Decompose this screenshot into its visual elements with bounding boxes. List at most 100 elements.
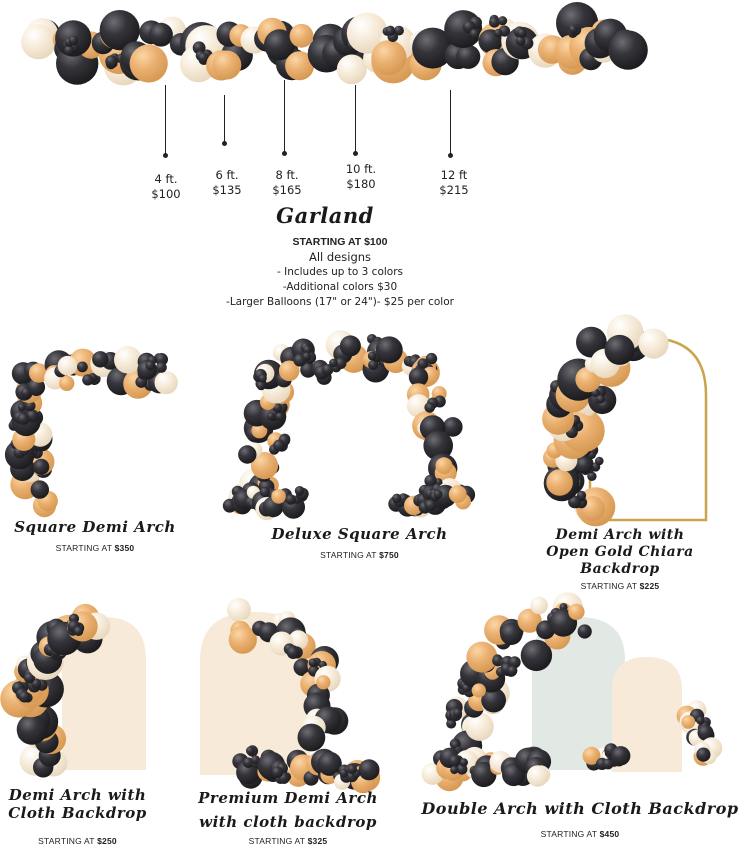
balloon [273,439,285,452]
garland-starting-price: STARTING AT $100 [292,236,388,248]
balloon [17,413,30,425]
balloon [114,346,142,374]
balloon [339,768,349,778]
balloon [469,28,480,39]
balloon [394,25,404,36]
balloon [696,747,711,762]
price-text: $165 [272,183,302,197]
garland-size-8ft: 8 ft. $165 [257,168,317,198]
balloon [425,403,435,413]
balloon [228,625,257,654]
balloon [335,357,347,369]
balloon [530,596,548,615]
deluxe-square-arch-balloons [228,330,469,513]
balloon [303,345,312,354]
balloon [425,352,438,365]
balloon [339,335,361,357]
balloon [681,715,696,729]
product-demi-arch-gold-chiara-name-line-1: Demi Arch with [555,527,685,543]
double-arch-right-cluster [676,700,723,766]
balloon [582,746,601,765]
balloon [30,480,49,499]
balloon [465,712,494,741]
balloon [17,403,26,412]
balloon [316,675,331,690]
balloon [198,52,209,63]
balloon [423,430,454,461]
balloon [367,351,377,361]
balloon [145,360,155,371]
balloon [156,362,167,373]
balloon [596,394,605,404]
size-text: 8 ft. [275,168,299,182]
garland-info-line-1: All designs [308,250,372,264]
balloon [21,24,57,60]
product-demi-arch-cloth-name-line-1: Demi Arch with [8,786,147,804]
balloon [576,326,607,358]
balloon [264,29,295,61]
leader-line-6ft [224,95,225,143]
balloon [250,452,279,480]
balloon [336,54,367,85]
balloon [82,374,94,386]
balloon [212,50,242,80]
balloon [448,485,467,503]
starting-label: STARTING AT [248,836,306,846]
product-demi-arch-gold-chiara-name-line-3: Backdrop [580,561,660,577]
balloon [526,765,549,787]
balloon [227,597,251,622]
balloon [408,367,429,387]
balloon [358,759,380,781]
balloon [68,35,79,46]
balloon [371,40,407,76]
garland-size-6ft: 6 ft. $135 [197,168,257,198]
garland-balloons [21,2,648,86]
balloon [64,45,75,56]
balloon [517,28,527,38]
leader-line-4ft [165,85,166,155]
balloon [129,44,168,83]
balloon [256,381,266,391]
balloon [246,746,255,755]
balloon [149,22,173,47]
balloon [271,489,286,504]
price-text: $180 [346,177,376,191]
price-value: $325 [307,836,328,846]
balloon [346,12,388,54]
balloon [508,656,521,669]
balloon [302,352,312,361]
balloon [498,16,508,26]
balloon [638,328,669,359]
balloon [368,359,379,371]
leader-line-10ft [355,85,356,153]
balloon [293,658,312,676]
balloon [29,363,49,383]
balloon [697,724,714,741]
double-arch-small-cluster [582,743,631,771]
balloon [57,355,78,376]
balloon [608,30,648,70]
balloon [251,422,268,439]
balloon [155,353,169,366]
balloon [271,766,284,778]
product-double-arch-name: Double Arch with Cloth Backdrop [421,799,739,818]
product-deluxe-square-arch-price: STARTING AT $750 [262,550,457,560]
balloon [27,378,46,396]
balloon [515,35,526,46]
double-arch-base [421,746,552,788]
starting-label: STARTING AT [38,836,95,846]
product-deluxe-square-arch-name: Deluxe Square Arch [271,525,448,543]
balloon [568,603,585,620]
balloon [154,370,178,395]
price-value: $350 [114,543,135,553]
price-text: $100 [151,187,181,201]
price-text: $215 [439,183,469,197]
product-demi-arch-gold-chiara-price: STARTING AT $225 [535,581,705,591]
balloon [424,474,437,488]
balloon [471,683,486,698]
balloon [308,658,318,667]
balloon [267,412,276,421]
